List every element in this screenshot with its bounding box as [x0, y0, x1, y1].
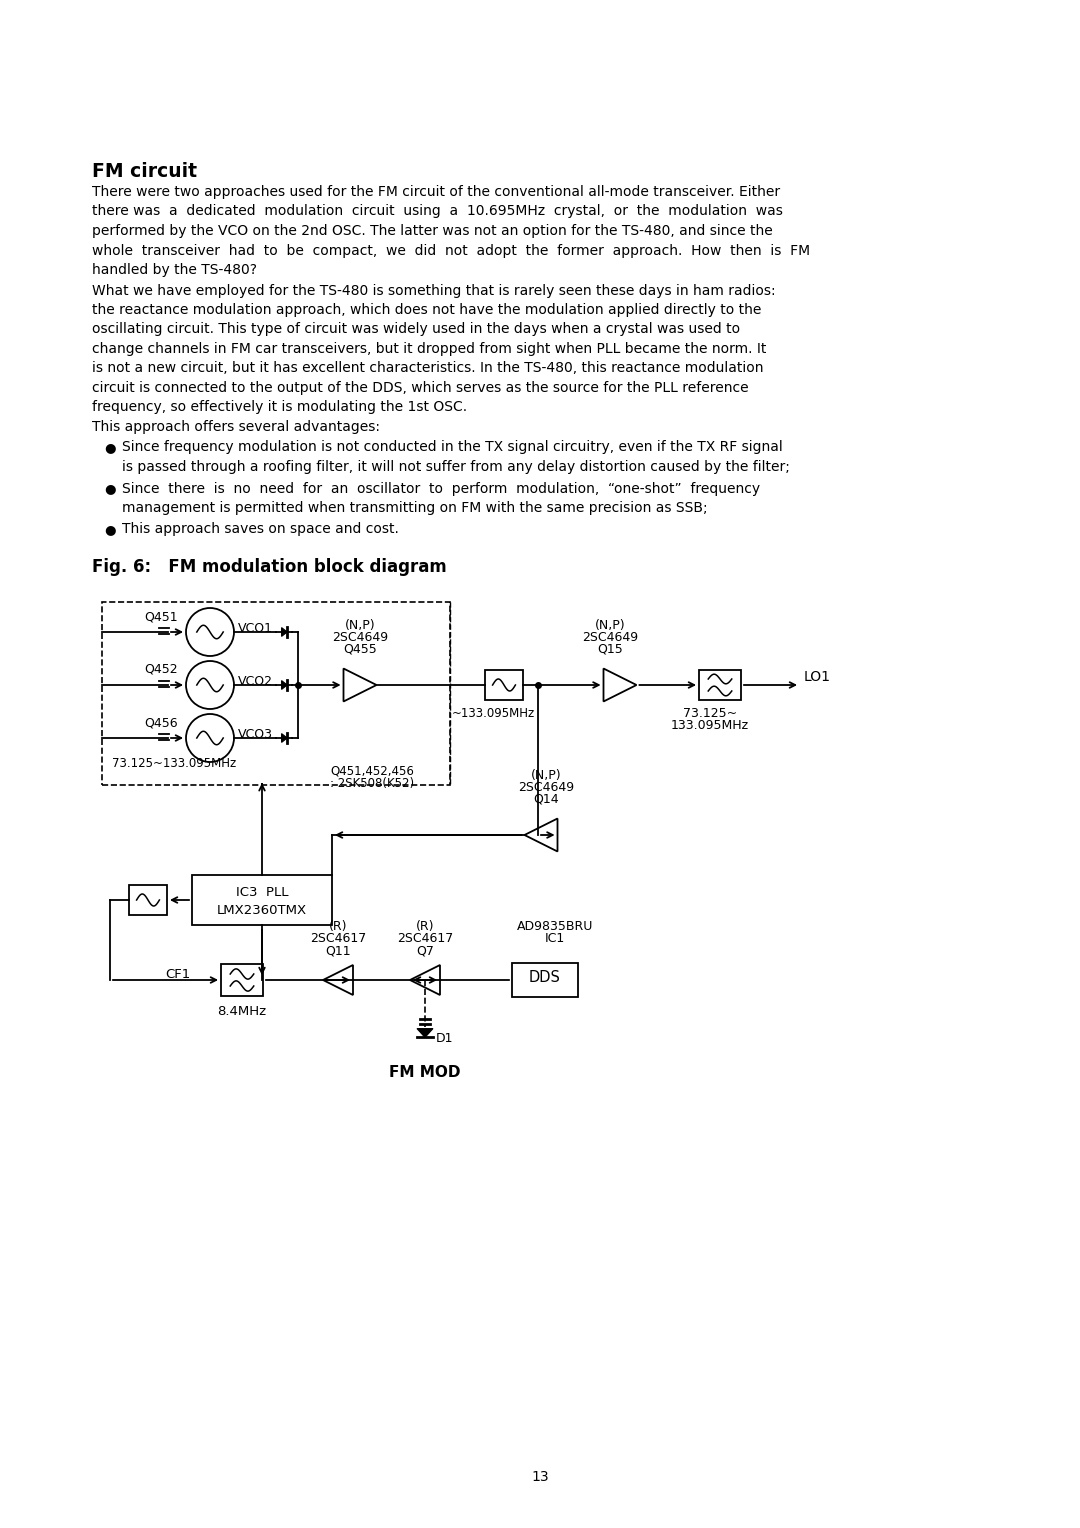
Text: IC1: IC1 — [545, 932, 565, 944]
Text: Since frequency modulation is not conducted in the TX signal circuitry, even if : Since frequency modulation is not conduc… — [122, 440, 783, 454]
Text: there was  a  dedicated  modulation  circuit  using  a  10.695MHz  crystal,  or : there was a dedicated modulation circuit… — [92, 205, 783, 219]
Bar — [192, 876, 332, 924]
Text: Q7: Q7 — [416, 944, 434, 957]
Bar — [512, 963, 578, 996]
Text: 2SC4649: 2SC4649 — [582, 631, 638, 643]
Text: 73.125~: 73.125~ — [683, 707, 737, 720]
Text: handled by the TS-480?: handled by the TS-480? — [92, 263, 257, 277]
Bar — [221, 964, 264, 996]
Text: change channels in FM car transceivers, but it dropped from sight when PLL becam: change channels in FM car transceivers, … — [92, 342, 767, 356]
Text: CF1: CF1 — [165, 969, 191, 981]
Polygon shape — [282, 733, 287, 743]
Text: There were two approaches used for the FM circuit of the conventional all-mode t: There were two approaches used for the F… — [92, 185, 780, 199]
Text: management is permitted when transmitting on FM with the same precision as SSB;: management is permitted when transmittin… — [122, 501, 707, 515]
Text: DDS: DDS — [529, 970, 561, 986]
Text: Since  there  is  no  need  for  an  oscillator  to  perform  modulation,  “one-: Since there is no need for an oscillator… — [122, 481, 760, 495]
Text: is not a new circuit, but it has excellent characteristics. In the TS-480, this : is not a new circuit, but it has excelle… — [92, 362, 764, 376]
Text: D1: D1 — [436, 1033, 454, 1045]
Polygon shape — [282, 628, 287, 636]
Text: ●: ● — [104, 483, 116, 495]
Text: Q452: Q452 — [144, 663, 177, 675]
Polygon shape — [417, 1028, 433, 1038]
Bar — [129, 885, 167, 915]
Text: What we have employed for the TS-480 is something that is rarely seen these days: What we have employed for the TS-480 is … — [92, 284, 775, 298]
Text: (N,P): (N,P) — [530, 769, 562, 782]
Text: VCO1: VCO1 — [238, 622, 273, 636]
Text: the reactance modulation approach, which does not have the modulation applied di: the reactance modulation approach, which… — [92, 303, 761, 316]
Text: ●: ● — [104, 442, 116, 454]
Text: Q14: Q14 — [534, 793, 558, 805]
Text: 8.4MHz: 8.4MHz — [217, 1005, 267, 1018]
Text: 13: 13 — [531, 1470, 549, 1484]
Text: FM circuit: FM circuit — [92, 162, 197, 180]
Text: Q451: Q451 — [144, 610, 177, 623]
Text: oscillating circuit. This type of circuit was widely used in the days when a cry: oscillating circuit. This type of circui… — [92, 322, 740, 336]
Text: VCO3: VCO3 — [238, 727, 273, 741]
Text: VCO2: VCO2 — [238, 675, 273, 688]
Text: LMX2360TMX: LMX2360TMX — [217, 903, 307, 917]
Text: LO1: LO1 — [804, 669, 831, 685]
Text: : 2SK508(K52): : 2SK508(K52) — [330, 778, 414, 790]
Bar — [102, 602, 450, 785]
Text: ~133.095MHz: ~133.095MHz — [453, 707, 536, 720]
Text: IC3  PLL: IC3 PLL — [235, 886, 288, 898]
Polygon shape — [282, 680, 287, 689]
Text: 2SC4617: 2SC4617 — [396, 932, 454, 944]
Text: whole  transceiver  had  to  be  compact,  we  did  not  adopt  the  former  app: whole transceiver had to be compact, we … — [92, 243, 810, 258]
Text: (N,P): (N,P) — [345, 619, 376, 633]
Text: 133.095MHz: 133.095MHz — [671, 720, 750, 732]
Text: Fig. 6:   FM modulation block diagram: Fig. 6: FM modulation block diagram — [92, 558, 447, 576]
Text: (R): (R) — [416, 920, 434, 934]
Bar — [485, 669, 523, 700]
Text: (N,P): (N,P) — [595, 619, 625, 633]
Text: Q455: Q455 — [343, 643, 377, 656]
Bar — [699, 669, 741, 700]
Text: Q11: Q11 — [325, 944, 351, 957]
Text: (R): (R) — [328, 920, 348, 934]
Text: 2SC4649: 2SC4649 — [518, 781, 575, 795]
Text: frequency, so effectively it is modulating the 1st OSC.: frequency, so effectively it is modulati… — [92, 400, 468, 414]
Text: Q456: Q456 — [144, 717, 177, 729]
Text: is passed through a roofing filter, it will not suffer from any delay distortion: is passed through a roofing filter, it w… — [122, 460, 789, 474]
Text: circuit is connected to the output of the DDS, which serves as the source for th: circuit is connected to the output of th… — [92, 380, 748, 396]
Text: FM MOD: FM MOD — [389, 1065, 461, 1080]
Text: 2SC4649: 2SC4649 — [332, 631, 388, 643]
Text: 73.125~133.095MHz: 73.125~133.095MHz — [112, 756, 237, 770]
Text: Q451,452,456: Q451,452,456 — [330, 764, 414, 778]
Text: AD9835BRU: AD9835BRU — [517, 920, 593, 934]
Text: This approach offers several advantages:: This approach offers several advantages: — [92, 420, 380, 434]
Text: Q15: Q15 — [597, 643, 623, 656]
Text: ●: ● — [104, 524, 116, 536]
Text: This approach saves on space and cost.: This approach saves on space and cost. — [122, 523, 399, 536]
Text: performed by the VCO on the 2nd OSC. The latter was not an option for the TS-480: performed by the VCO on the 2nd OSC. The… — [92, 225, 773, 238]
Text: 2SC4617: 2SC4617 — [310, 932, 366, 944]
